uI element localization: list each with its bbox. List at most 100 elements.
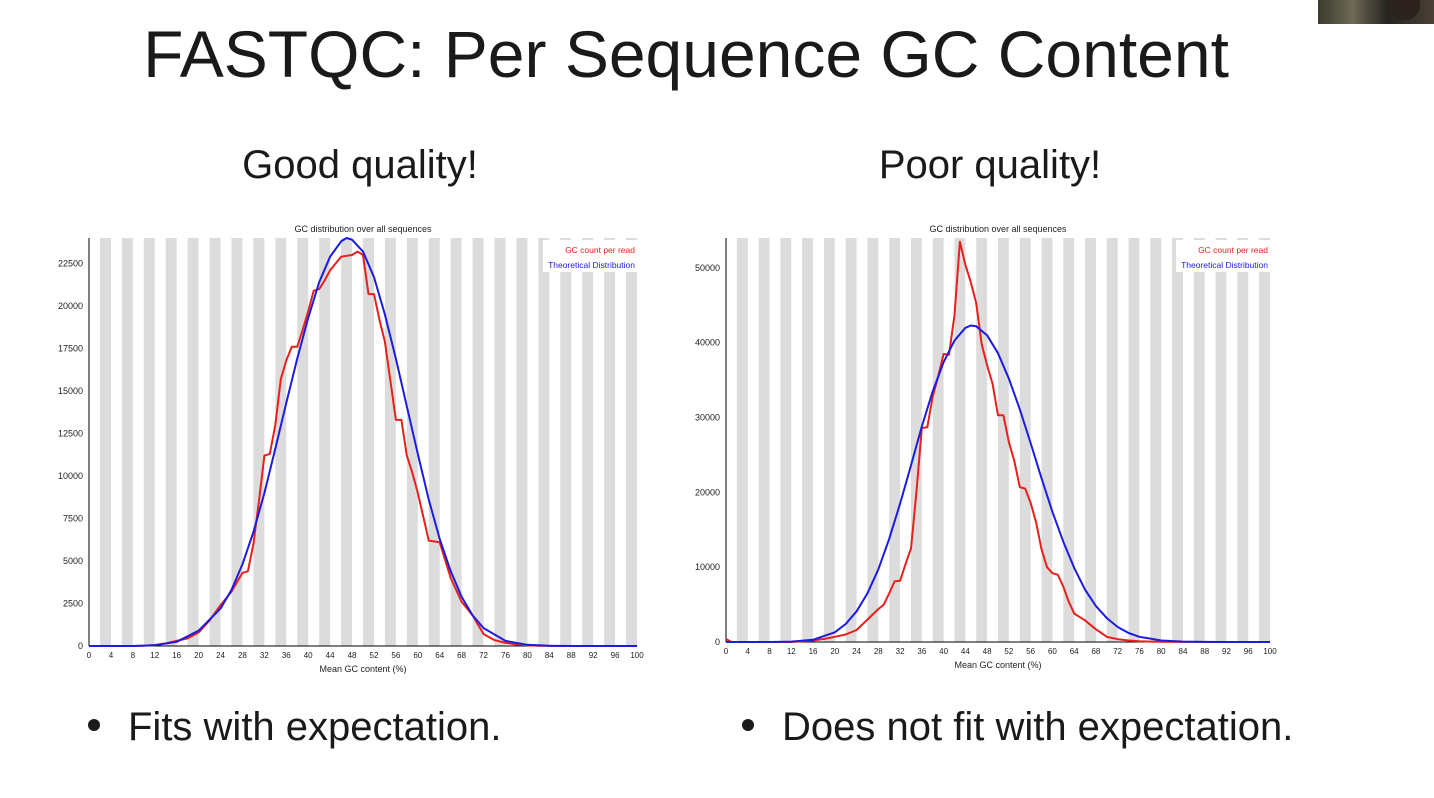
legend-entry: GC count per read bbox=[1198, 245, 1268, 255]
grid-band bbox=[1150, 238, 1162, 642]
y-tick-label: 0 bbox=[78, 641, 83, 651]
chart-plot-area: GC distribution over all sequences 0 2500 5… bbox=[58, 224, 644, 674]
x-tick-label: 76 bbox=[501, 651, 510, 660]
presenter-image bbox=[1390, 0, 1420, 20]
grid-band bbox=[736, 238, 748, 642]
x-tick-label: 20 bbox=[194, 651, 203, 660]
x-tick-label: 76 bbox=[1135, 647, 1144, 656]
grid-band bbox=[889, 238, 901, 642]
x-tick-label: 92 bbox=[589, 651, 598, 660]
grid-band bbox=[582, 238, 594, 646]
x-tick-label: 84 bbox=[545, 651, 554, 660]
y-tick-label: 7500 bbox=[63, 514, 83, 524]
legend: GC count per read Theoretical Distributio… bbox=[1176, 240, 1270, 272]
x-tick-label: 100 bbox=[1263, 647, 1277, 656]
series-line-theoretical bbox=[89, 237, 637, 647]
grid-band bbox=[845, 238, 857, 642]
x-tick-label: 84 bbox=[1179, 647, 1188, 656]
bullet-not-fit: Does not fit with expectation. bbox=[742, 702, 1293, 752]
x-tick-label: 72 bbox=[479, 651, 488, 660]
x-tick-label: 28 bbox=[874, 647, 883, 656]
y-tick-label: 17500 bbox=[58, 344, 83, 354]
x-tick-label: 88 bbox=[567, 651, 576, 660]
legend-box bbox=[1176, 240, 1270, 272]
good-quality-heading: Good quality! bbox=[242, 143, 478, 187]
legend-entry: GC count per read bbox=[565, 245, 635, 255]
x-tick-label: 24 bbox=[216, 651, 225, 660]
good-gc-chart: GC distribution over all sequences 0 2500 5… bbox=[58, 224, 644, 674]
grid-band bbox=[428, 238, 440, 646]
bullet-fits-text: Fits with expectation. bbox=[128, 705, 502, 749]
grid-band bbox=[1215, 238, 1227, 642]
x-tick-label: 0 bbox=[724, 647, 729, 656]
x-tick-label: 44 bbox=[326, 651, 335, 660]
bullet-not-fit-text: Does not fit with expectation. bbox=[782, 705, 1294, 749]
grid-band bbox=[384, 238, 396, 646]
x-tick-label: 16 bbox=[809, 647, 818, 656]
x-tick-label: 32 bbox=[896, 647, 905, 656]
x-tick-label: 20 bbox=[830, 647, 839, 656]
x-tick-label: 36 bbox=[282, 651, 291, 660]
x-axis-label: Mean GC content (%) bbox=[319, 664, 406, 674]
x-tick-label: 64 bbox=[435, 651, 444, 660]
x-tick-label: 96 bbox=[611, 651, 620, 660]
grid-band bbox=[604, 238, 616, 646]
grid-band bbox=[209, 238, 221, 646]
grid-band bbox=[1063, 238, 1075, 642]
grid-band bbox=[1259, 238, 1270, 642]
grid-band bbox=[494, 238, 506, 646]
chart-plot-area: GC distribution over all sequences 0 10000… bbox=[695, 224, 1277, 670]
grid-band bbox=[867, 238, 879, 642]
grid-band bbox=[910, 238, 922, 642]
bullet-dot bbox=[742, 719, 754, 732]
x-tick-label: 0 bbox=[87, 651, 92, 660]
series-line-gc-count bbox=[725, 240, 1270, 643]
x-tick-label: 48 bbox=[983, 647, 992, 656]
x-tick-label: 32 bbox=[260, 651, 269, 660]
grid-band bbox=[1041, 238, 1053, 642]
grid-band bbox=[275, 238, 287, 646]
chart-title: GC distribution over all sequences bbox=[929, 224, 1067, 234]
grid-band bbox=[143, 238, 155, 646]
grid-band bbox=[560, 238, 572, 646]
x-tick-label: 52 bbox=[1004, 647, 1013, 656]
x-tick-label: 80 bbox=[1157, 647, 1166, 656]
x-axis-label: Mean GC content (%) bbox=[954, 660, 1041, 670]
x-tick-label: 68 bbox=[1091, 647, 1100, 656]
x-tick-label: 16 bbox=[172, 651, 181, 660]
legend-box bbox=[543, 240, 637, 272]
x-tick-label: 68 bbox=[457, 651, 466, 660]
x-tick-label: 80 bbox=[523, 651, 532, 660]
grid-band bbox=[341, 238, 353, 646]
x-tick-label: 44 bbox=[961, 647, 970, 656]
x-tick-label: 48 bbox=[348, 651, 357, 660]
bullet-dot bbox=[88, 719, 100, 732]
grid-band bbox=[297, 238, 309, 646]
y-tick-label: 20000 bbox=[695, 487, 720, 497]
y-tick-label: 10000 bbox=[58, 471, 83, 481]
x-tick-label: 96 bbox=[1244, 647, 1253, 656]
y-tick-label: 12500 bbox=[58, 429, 83, 439]
legend: GC count per read Theoretical Distributio… bbox=[543, 240, 637, 272]
y-tick-label: 22500 bbox=[58, 259, 83, 269]
grid-band bbox=[516, 238, 528, 646]
grid-band bbox=[406, 238, 418, 646]
x-tick-label: 52 bbox=[370, 651, 379, 660]
y-tick-label: 0 bbox=[715, 637, 720, 647]
grid-band bbox=[1019, 238, 1031, 642]
y-tick-label: 40000 bbox=[695, 338, 720, 348]
grid-band bbox=[780, 238, 792, 642]
y-tick-label: 20000 bbox=[58, 301, 83, 311]
legend-entry: Theoretical Distribution bbox=[1181, 260, 1268, 270]
bullet-fits: Fits with expectation. bbox=[88, 702, 502, 752]
grid-band bbox=[450, 238, 462, 646]
grid-band bbox=[1106, 238, 1118, 642]
y-tick-label: 5000 bbox=[63, 556, 83, 566]
x-tick-label: 40 bbox=[304, 651, 313, 660]
poor-gc-chart: GC distribution over all sequences 0 10000… bbox=[695, 224, 1277, 670]
grid-band bbox=[1172, 238, 1183, 642]
grid-band bbox=[976, 238, 988, 642]
poor-quality-heading: Poor quality! bbox=[878, 143, 1102, 187]
slide-title: FASTQC: Per Sequence GC Content bbox=[143, 17, 1229, 91]
grid-band bbox=[363, 238, 374, 646]
